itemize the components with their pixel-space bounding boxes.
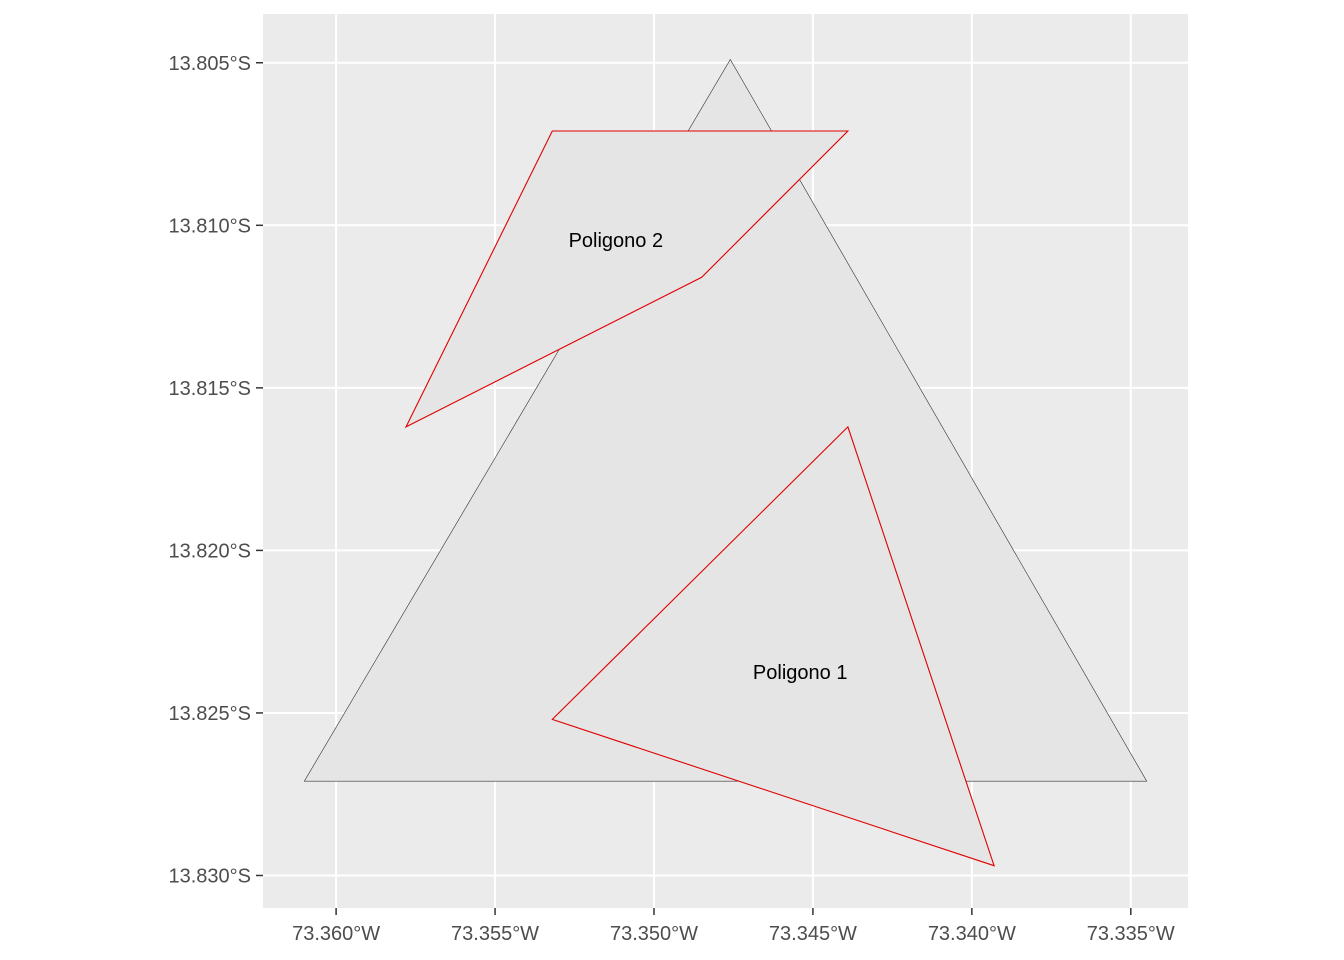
x-tick-label-0: 73.360°W	[292, 923, 380, 945]
x-tick-label-2: 73.350°W	[610, 923, 698, 945]
poligono-2-polygon	[404, 130, 850, 429]
label-layer: Poligono 2 Poligono 1	[569, 230, 848, 684]
y-tick-label-0: 13.805°S	[168, 53, 251, 75]
polygon-label-1: Poligono 2	[569, 230, 664, 252]
y-tick-label-2: 13.815°S	[168, 378, 251, 400]
x-tick-label-5: 73.335°W	[1087, 923, 1175, 945]
y-tick-label-1: 13.810°S	[168, 215, 251, 237]
background-triangle-polygon	[303, 58, 1148, 782]
x-tick-label-1: 73.355°W	[451, 923, 539, 945]
y-tick-label-5: 13.830°S	[168, 865, 251, 887]
x-tick-label-4: 73.340°W	[928, 923, 1016, 945]
poligono-1-polygon	[551, 425, 995, 867]
polygon-layer	[303, 58, 1148, 867]
y-tick-label-3: 13.820°S	[168, 540, 251, 562]
x-tick-label-3: 73.345°W	[769, 923, 857, 945]
axes: 73.360°W 73.355°W 73.350°W 73.345°W 73.340°W…	[168, 53, 1174, 945]
y-tick-label-4: 13.825°S	[168, 703, 251, 725]
polygon-label-2: Poligono 1	[753, 662, 848, 684]
